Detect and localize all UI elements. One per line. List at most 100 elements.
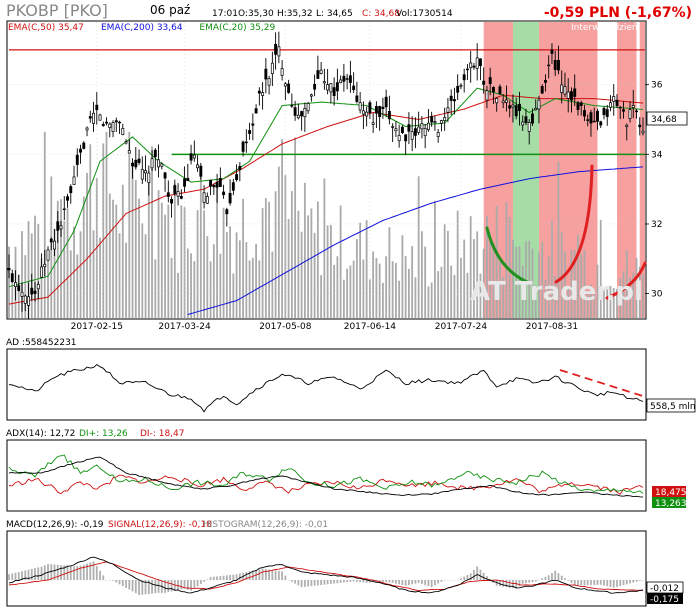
volume-bar [355,239,358,318]
price-candle [114,117,118,133]
price-candle [33,282,37,302]
price-candle [400,125,404,135]
price-candle [105,117,108,126]
volume-bar [365,220,368,318]
price-candle [387,95,391,125]
volume-bar [482,248,485,318]
price-candle [160,162,164,170]
price-candle [257,87,261,106]
interval-label: Interwał: dzień [571,23,638,33]
macd-histogram-bar [476,566,479,580]
price-candle [579,100,583,116]
macd-histogram-bar [329,580,332,584]
price-candle [205,192,209,204]
price-candle [137,149,141,166]
macd-histogram-bar [300,580,303,588]
price-candle [348,60,352,93]
price-candle [592,107,596,123]
volume-bar [583,250,586,318]
macd-histogram-bar [560,575,563,580]
volume-bar [102,143,105,318]
price-candle [335,68,339,101]
macd-histogram-bar [196,580,199,587]
sell-zone-2 [616,22,637,318]
price-candle [570,87,573,113]
volume-bar [238,240,241,318]
volume-bar [593,289,596,318]
price-candle [612,84,616,116]
volume-bar [586,290,589,318]
price-candle [121,123,125,136]
macd-histogram-bar [427,580,430,587]
macd-histogram-bar [515,580,518,589]
volume-bar [303,182,306,318]
macd-histogram-bar [76,565,79,580]
macd-histogram-bar [378,580,381,582]
macd-histogram-bar [401,580,404,586]
histogram-label: HISTOGRAM(12,26,9): -0,01 [203,520,328,530]
macd-histogram-bar [131,580,134,592]
macd-histogram-bar [398,580,401,585]
volume-bar [443,224,446,318]
volume-bar [73,226,75,318]
price-candle [560,70,564,104]
volume-bar [89,144,92,318]
ad-last-value: 558,5 mln [650,402,696,412]
header-volume: Vol:1730514 [396,9,453,19]
volume-bar [131,164,134,318]
price-candle [267,75,271,95]
price-candle [472,62,476,70]
volume-bar [499,260,501,318]
price-candle [134,146,138,170]
volume-bar [609,285,612,318]
volume-bar [313,232,316,318]
price-candle [358,91,362,114]
ad-line [8,364,644,413]
macd-histogram-bar [323,580,326,585]
price-candle [423,123,427,149]
volume-bar [486,216,488,318]
price-candle [192,140,196,162]
macd-histogram-bar [24,570,27,580]
volume-bar [134,180,137,318]
volume-bar [447,230,449,318]
macd-histogram-bar [199,580,202,584]
price-candle [231,178,235,196]
macd-histogram-bar [408,580,410,586]
volume-bar [456,210,459,318]
macd-histogram-bar [294,580,297,584]
ema20-line [8,87,644,288]
macd-histogram-bar [612,580,615,588]
volume-bar [349,265,352,318]
macd-histogram-bar [554,570,557,580]
price-candle [339,75,343,84]
macd-histogram-bar [183,580,186,589]
macd-histogram-bar [638,580,641,581]
price-candle [485,85,489,109]
price-candle [518,91,521,126]
price-candle [391,123,395,143]
macd-histogram-bar [346,580,349,583]
macd-histogram-bar [381,580,384,582]
price-candle [332,77,336,106]
volume-bar [554,275,557,318]
price-candle [43,249,47,277]
volume-bar [395,262,397,318]
volume-bar [434,200,436,318]
price-candle [173,179,177,196]
y-tick-label: 34 [651,150,663,160]
macd-histogram-bar [40,566,43,580]
volume-bar [297,210,300,318]
price-candle [475,43,479,81]
macd-histogram-bar [281,571,284,580]
volume-bar [492,242,495,318]
macd-histogram-bar [365,580,368,583]
price-candle [537,95,541,124]
macd-histogram-bar [115,580,118,583]
volume-bar [417,176,420,318]
price-candle [277,31,281,64]
price-candle [378,105,382,131]
last-price-box [646,111,688,126]
volume-bar [99,237,101,318]
macd-histogram-bar [326,580,329,585]
